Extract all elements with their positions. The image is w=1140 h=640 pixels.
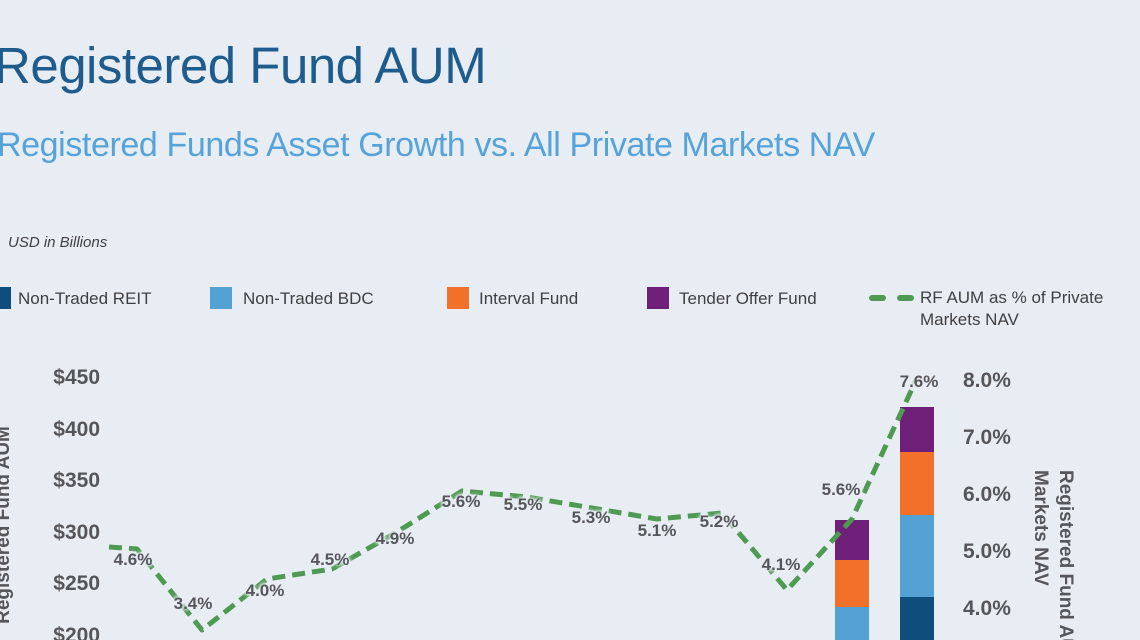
right-axis-tick: 7.0% <box>963 425 1011 449</box>
line-point-label: 5.6% <box>821 480 861 499</box>
bar-segment-tender-offer-fund <box>835 520 869 561</box>
right-axis-title: Registered Fund AUM as % of Private Mark… <box>1028 470 1078 640</box>
page-title: Registered Fund AUM <box>0 37 487 94</box>
line-point-label: 5.5% <box>503 495 543 514</box>
bar-segment-non-traded-bdc <box>900 514 934 598</box>
line-point-label: 3.4% <box>173 594 213 613</box>
bar-segment-interval-fund <box>900 452 934 515</box>
units-note: USD in Billions <box>8 234 108 251</box>
legend-swatch-non-traded-bdc <box>210 287 232 309</box>
bar-segment-non-traded-reit <box>900 597 934 640</box>
line-point-label: 5.1% <box>637 521 677 540</box>
chart-subtitle: Registered Funds Asset Growth vs. All Pr… <box>0 126 875 164</box>
left-axis-tick: $200 <box>53 623 100 640</box>
line-point-label: 5.3% <box>571 508 611 527</box>
line-point-label: 4.5% <box>310 550 350 569</box>
right-axis-tick: 8.0% <box>963 369 1011 392</box>
left-axis-title: Registered Fund AUM <box>0 426 14 624</box>
bar-segment-tender-offer-fund <box>900 406 934 453</box>
left-axis-tick: $450 <box>53 366 100 389</box>
legend-swatch-non-traded-reit <box>0 287 11 309</box>
left-axis-tick: $250 <box>53 572 100 595</box>
line-point-label: 5.2% <box>699 512 739 531</box>
line-point-label: 4.1% <box>761 555 801 574</box>
line-point-label: 7.6% <box>899 372 939 391</box>
left-axis-tick: $400 <box>53 417 100 441</box>
right-axis-title-line1: Registered Fund AUM as % of Private <box>1055 470 1076 640</box>
bar-segment-non-traded-bdc <box>835 606 869 640</box>
legend-swatch-tender-offer-fund <box>647 287 669 309</box>
line-point-label: 4.0% <box>245 581 285 600</box>
legend-label: Interval Fund <box>479 289 579 308</box>
line-point-label: 4.9% <box>375 529 415 548</box>
left-axis-tick: $300 <box>53 520 100 544</box>
line-point-label: 4.6% <box>113 550 153 569</box>
line-point-label: 5.6% <box>441 492 481 511</box>
right-axis-tick: 4.0% <box>963 596 1011 620</box>
legend-label: RF AUM as % of Private Markets NAV <box>920 288 1104 329</box>
right-axis-title-line2: Markets NAV <box>1030 470 1051 586</box>
legend-dash-icon <box>869 295 914 301</box>
legend-swatch-interval-fund <box>447 287 469 309</box>
right-axis-tick: 5.0% <box>963 539 1011 563</box>
legend-label: Tender Offer Fund <box>679 289 817 308</box>
right-axis-tick: 6.0% <box>963 482 1011 506</box>
bar-segment-interval-fund <box>835 560 869 607</box>
legend-label: Non-Traded BDC <box>243 289 374 308</box>
left-axis-tick: $350 <box>53 469 100 492</box>
legend-label: Non-Traded REIT <box>18 289 152 308</box>
